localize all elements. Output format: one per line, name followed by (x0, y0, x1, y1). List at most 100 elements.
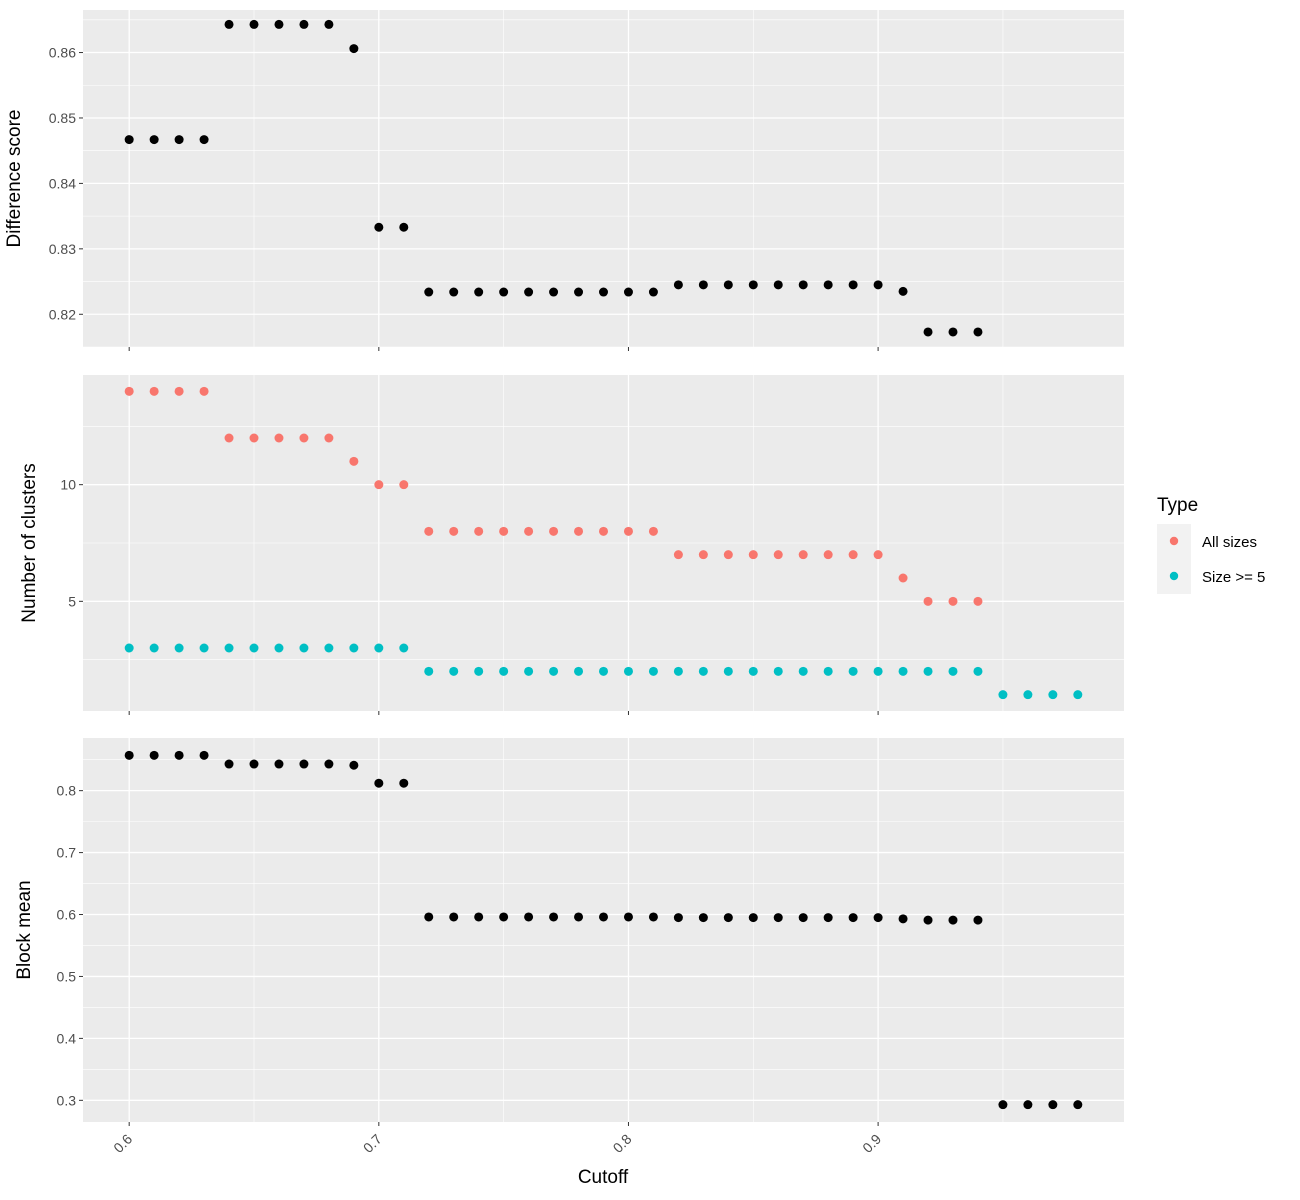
data-point (798, 666, 808, 676)
legend-key-size-ge-5 (1169, 571, 1179, 581)
data-point (174, 386, 184, 396)
data-point (673, 913, 683, 923)
data-point (623, 666, 633, 676)
data-point (524, 526, 534, 536)
data-point (574, 912, 584, 922)
data-point (998, 1100, 1008, 1110)
data-point (499, 666, 509, 676)
y-tick-label: 0.85 (49, 110, 76, 126)
x-tick-label: 0.7 (360, 1131, 385, 1156)
data-point (848, 666, 858, 676)
data-point (249, 19, 259, 29)
data-point (499, 912, 509, 922)
panel-2: 5 10 Number of clusters (19, 375, 1124, 715)
data-point (1048, 1100, 1058, 1110)
data-point (199, 386, 209, 396)
data-point (923, 666, 933, 676)
data-point (374, 778, 384, 788)
data-point (449, 287, 459, 297)
data-point (998, 690, 1008, 700)
data-point (349, 643, 359, 653)
data-point (673, 280, 683, 290)
x-tick-label: 0.9 (859, 1131, 884, 1156)
y-tick-label: 0.84 (49, 175, 76, 191)
data-point (449, 526, 459, 536)
data-point (374, 643, 384, 653)
data-point (898, 666, 908, 676)
data-point (823, 666, 833, 676)
x-tick-label: 0.8 (610, 1131, 635, 1156)
data-point (549, 526, 559, 536)
data-point (773, 913, 783, 923)
data-point (274, 19, 284, 29)
data-point (698, 666, 708, 676)
data-point (199, 643, 209, 653)
legend-label-all-sizes: All sizes (1202, 534, 1257, 551)
data-point (1073, 690, 1083, 700)
data-point (698, 913, 708, 923)
data-point (149, 135, 159, 145)
data-point (449, 912, 459, 922)
data-point (1023, 1100, 1033, 1110)
data-point (648, 287, 658, 297)
data-point (249, 643, 259, 653)
y-tick-label: 0.4 (57, 1030, 77, 1046)
data-point (748, 666, 758, 676)
x-tick-label: 0.6 (110, 1131, 135, 1156)
data-point (474, 526, 484, 536)
data-point (698, 550, 708, 560)
data-point (124, 643, 134, 653)
data-point (948, 327, 958, 337)
data-point (923, 596, 933, 606)
panel-background (83, 738, 1124, 1122)
data-point (973, 915, 983, 925)
data-point (424, 666, 434, 676)
y-tick-label: 0.5 (57, 968, 77, 984)
data-point (549, 666, 559, 676)
data-point (599, 287, 608, 297)
data-point (149, 643, 159, 653)
data-point (599, 526, 608, 536)
data-point (474, 666, 484, 676)
data-point (224, 433, 234, 443)
data-point (748, 913, 758, 923)
data-point (798, 913, 808, 923)
data-point (748, 550, 758, 560)
data-point (623, 912, 633, 922)
data-point (549, 912, 559, 922)
y-axis-title: Difference score (4, 110, 25, 248)
data-point (673, 550, 683, 560)
data-point (773, 550, 783, 560)
data-point (673, 666, 683, 676)
data-point (723, 280, 733, 290)
legend: Type All sizes Size >= 5 (1157, 495, 1265, 594)
data-point (848, 550, 858, 560)
data-point (174, 643, 184, 653)
data-point (224, 759, 234, 769)
legend-title: Type (1157, 495, 1198, 516)
legend-label-size-ge-5: Size >= 5 (1202, 569, 1265, 586)
data-point (723, 550, 733, 560)
data-point (199, 135, 209, 145)
chart-panels: 0.82 0.83 0.84 0.85 0.86 Difference score 5 10 N… (4, 10, 1124, 1156)
data-point (973, 666, 983, 676)
data-point (898, 286, 908, 296)
data-point (973, 596, 983, 606)
data-point (773, 666, 783, 676)
data-point (424, 912, 434, 922)
data-point (898, 914, 908, 924)
data-point (648, 666, 658, 676)
data-point (274, 433, 284, 443)
data-point (623, 287, 633, 297)
data-point (399, 222, 409, 232)
data-point (898, 573, 908, 583)
data-point (1023, 690, 1033, 700)
data-point (399, 643, 409, 653)
data-point (948, 915, 958, 925)
data-point (474, 912, 484, 922)
data-point (224, 19, 234, 29)
data-point (424, 287, 434, 297)
data-point (549, 287, 559, 297)
data-point (274, 759, 284, 769)
legend-key-background (1157, 524, 1191, 594)
